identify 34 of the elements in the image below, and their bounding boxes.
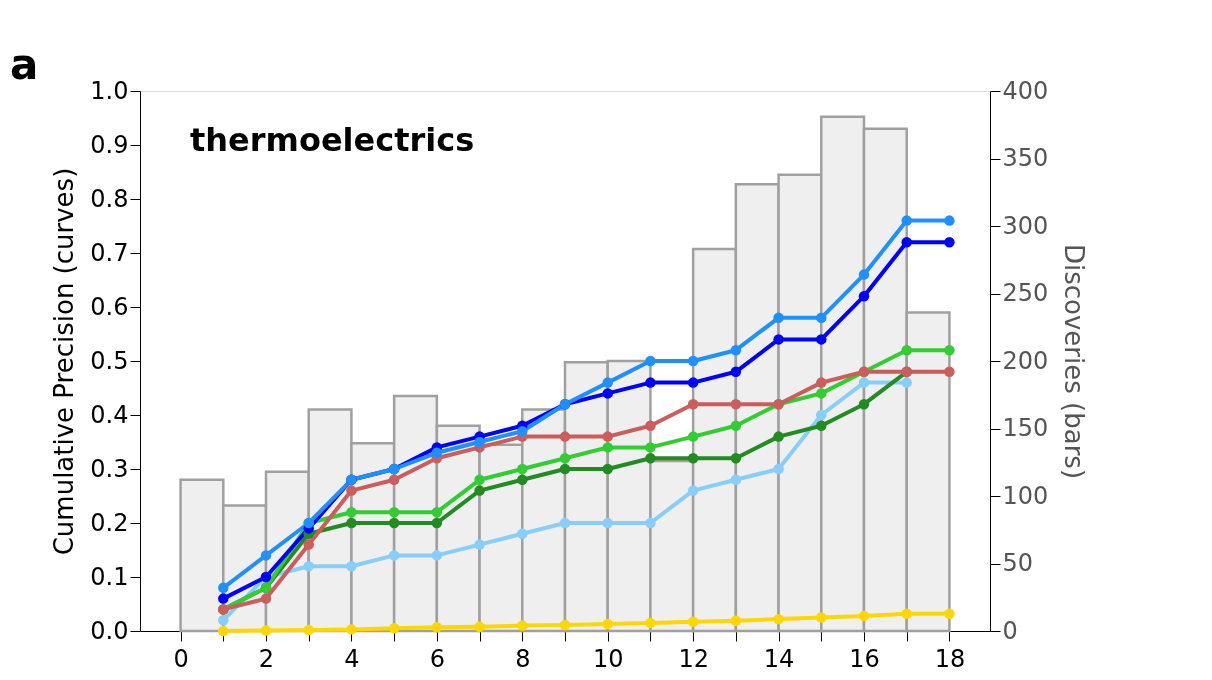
x-tick-label: 0 [173, 644, 189, 673]
x-tick-label: 8 [515, 644, 531, 673]
y2-tick-label: 250 [1002, 279, 1049, 307]
x-tick-label: 6 [429, 644, 445, 673]
y2-tick-label: 300 [1002, 211, 1049, 240]
y-tick-label: 0.7 [90, 238, 129, 267]
y2-tick-label: 50 [1002, 549, 1034, 577]
x-tick-label: 18 [934, 644, 966, 673]
x-tick-label: 2 [258, 644, 275, 673]
annotation: thermoelectrics [190, 121, 475, 159]
y2-tick-label: 0 [1002, 616, 1018, 645]
y2-axis-title: Discoveries (bars) [1059, 243, 1090, 480]
y-tick-label: 0.2 [90, 508, 129, 537]
y2-tick-label: 400 [1002, 76, 1049, 105]
y2-tick-label: 100 [1002, 481, 1049, 510]
y-tick-label: 0.1 [90, 562, 129, 591]
x-tick-label: 16 [849, 644, 880, 673]
x-tick-label: 4 [344, 644, 360, 673]
y-axis-title: Cumulative Precision (curves) [49, 167, 80, 556]
y-tick-label: 0.4 [90, 400, 129, 429]
y-tick-label: 0.5 [90, 346, 129, 375]
text: a [10, 40, 39, 89]
y-tick-label: 0.6 [90, 292, 129, 321]
y2-tick-label: 200 [1002, 346, 1049, 375]
y2-tick-label: 150 [1002, 414, 1049, 442]
x-tick-label: 14 [763, 644, 795, 673]
y-tick-label: 0.8 [90, 184, 129, 213]
y-tick-label: 0.0 [90, 616, 129, 645]
x-tick-label: 12 [678, 644, 709, 673]
y-tick-label: 1.0 [90, 76, 129, 105]
y-tick-label: 0.3 [90, 454, 129, 483]
y-tick-label: 0.9 [90, 130, 129, 159]
x-tick-label: 10 [592, 644, 624, 673]
y2-tick-label: 350 [1002, 144, 1049, 172]
